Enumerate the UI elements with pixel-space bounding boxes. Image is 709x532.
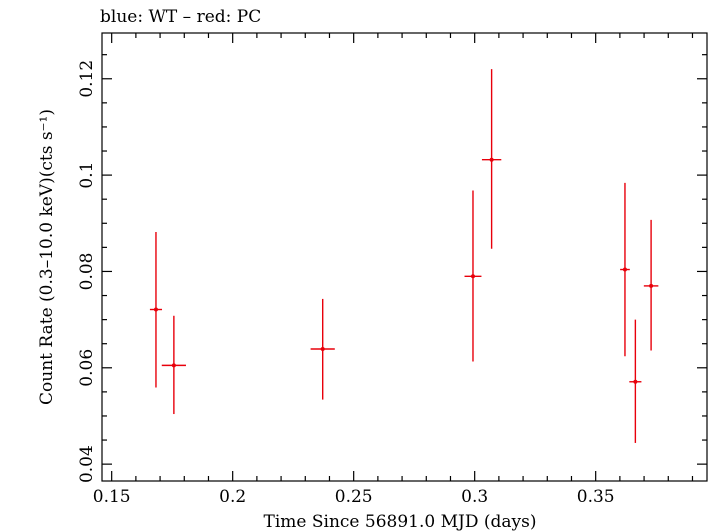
y-tick-label: 0.1 (77, 162, 97, 189)
point-marker (171, 363, 176, 368)
x-tick-label: 0.35 (577, 487, 615, 507)
data-point (643, 219, 659, 351)
point-marker (489, 157, 494, 162)
x-tick-label: 0.25 (335, 487, 373, 507)
axis-ticks (102, 33, 707, 481)
point-marker (470, 274, 475, 279)
point-marker (622, 267, 627, 272)
y-tick-label: 0.04 (77, 445, 97, 483)
x-axis-title: Time Since 56891.0 MJD (days) (264, 512, 537, 532)
data-points (149, 69, 659, 443)
y-tick-label: 0.08 (77, 253, 97, 291)
point-marker (649, 283, 654, 288)
y-axis-title: Count Rate (0.3–10.0 keV)(cts s⁻¹) (37, 109, 57, 405)
y-tick-label: 0.12 (77, 60, 97, 98)
data-point (464, 190, 482, 362)
axis-tick-labels: 0.15 0.2 0.25 0.3 0.35 0.04 0.06 0.08 0.1 0.12 (77, 60, 615, 507)
data-point (629, 319, 642, 443)
data-point (149, 231, 163, 388)
x-tick-label: 0.3 (461, 487, 488, 507)
y-tick-label: 0.06 (77, 349, 97, 387)
point-marker (320, 347, 325, 352)
point-marker (633, 379, 638, 384)
data-point (161, 315, 186, 415)
point-marker (153, 307, 158, 312)
plot-frame (101, 32, 708, 482)
data-point (481, 69, 502, 249)
data-point (620, 182, 630, 357)
x-tick-label: 0.2 (219, 487, 246, 507)
x-tick-label: 0.15 (93, 487, 131, 507)
data-point (310, 298, 335, 400)
chart-title: blue: WT – red: PC (100, 7, 261, 27)
